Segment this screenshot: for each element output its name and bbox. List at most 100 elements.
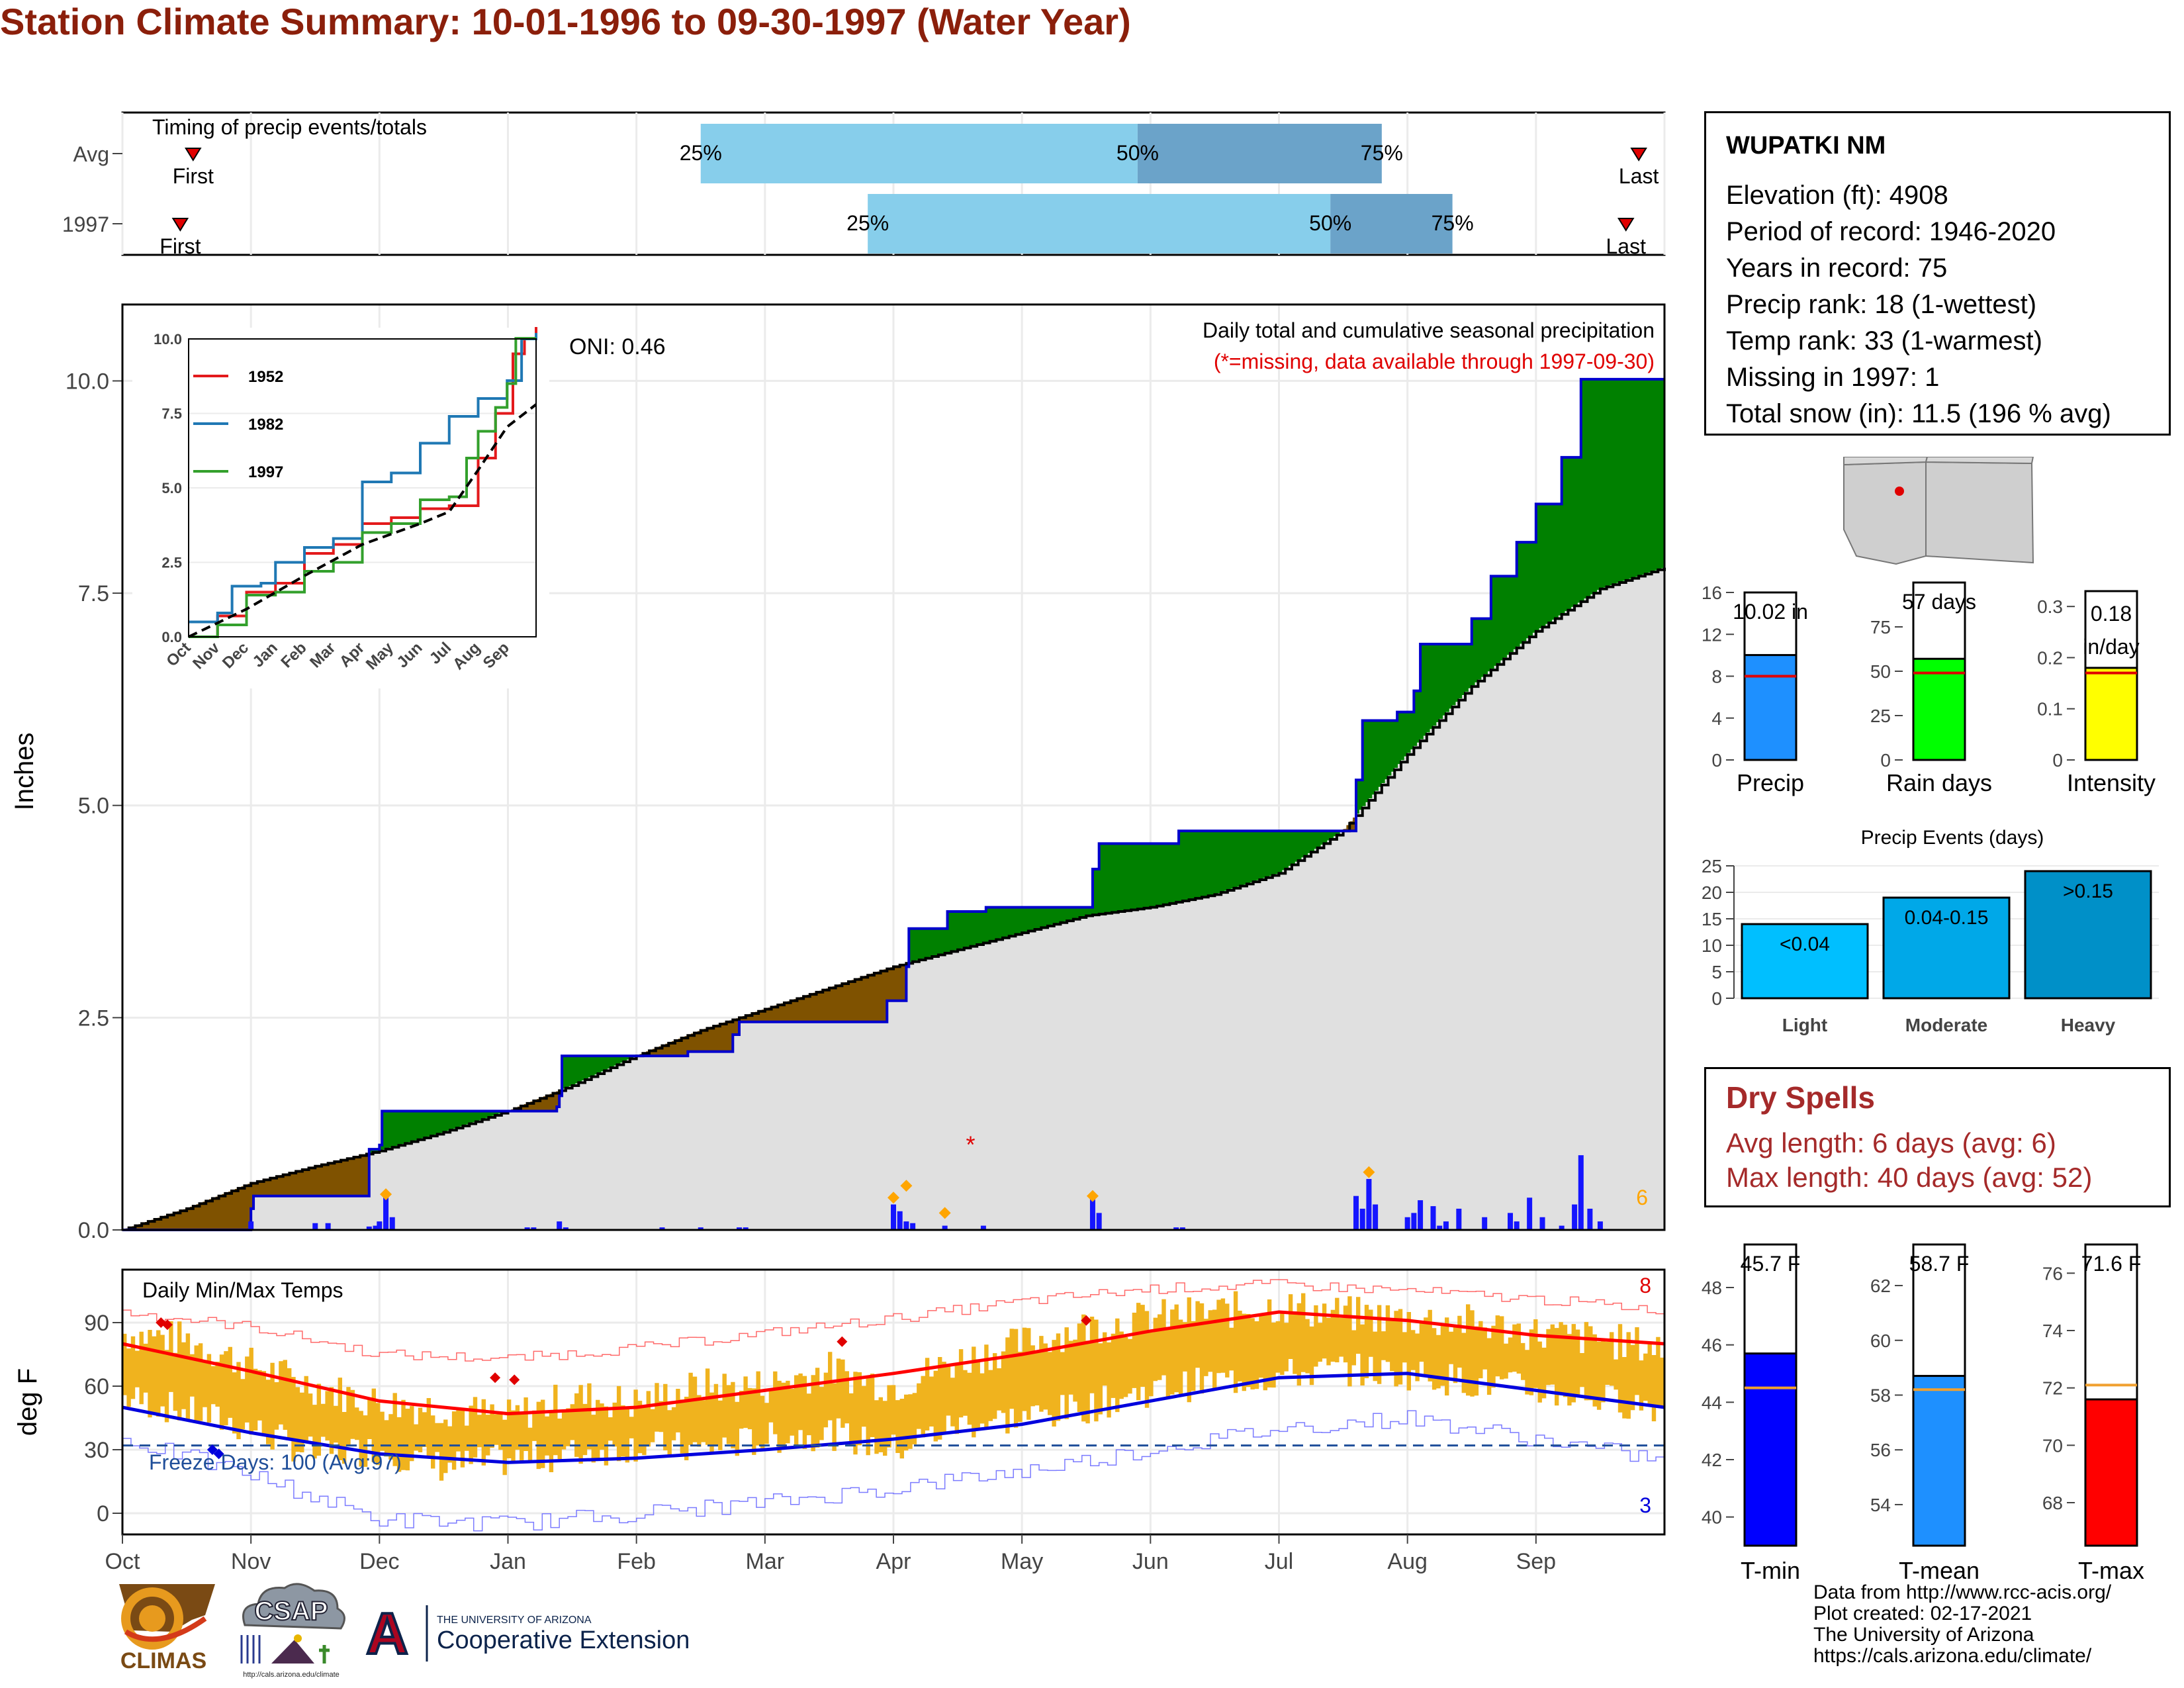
daily-precip-bar — [325, 1223, 331, 1230]
daily-precip-bar — [1508, 1213, 1513, 1230]
rain-days-ytick-label: 50 — [1870, 661, 1891, 682]
daily-precip-bar — [743, 1227, 749, 1230]
precip-corner-count: 6 — [1636, 1186, 1648, 1209]
temp-max-bar — [2084, 1398, 2138, 1547]
temp-min-xlabel: T-min — [1741, 1557, 1800, 1584]
temp-mean-value-label: 58.7 F — [1909, 1252, 1970, 1276]
temp-min-bar — [1743, 1352, 1797, 1547]
events-category-label: Light — [1782, 1015, 1827, 1035]
daily-precip-bar — [1456, 1208, 1462, 1230]
csap-url: http://cals.arizona.edu/climate — [243, 1671, 340, 1679]
station-marker — [1895, 487, 1904, 496]
temp-mean-ytick-label: 60 — [1870, 1331, 1891, 1351]
temp-ytick-label: 30 — [84, 1438, 109, 1463]
daily-precip-bar — [557, 1221, 563, 1230]
daily-precip-bar — [1373, 1204, 1379, 1230]
missing-marker: * — [966, 1131, 975, 1158]
timing-first-marker — [171, 218, 189, 232]
daily-precip-bar — [659, 1227, 665, 1230]
daily-precip-bar — [563, 1227, 569, 1230]
events-category-label: Moderate — [1905, 1015, 1987, 1035]
daily-precip-bar — [903, 1221, 909, 1230]
credits: Data from http://www.rcc-acis.org/ Plot … — [1813, 1582, 2111, 1667]
daily-precip-bar — [1527, 1197, 1533, 1230]
month-label: Jul — [1265, 1549, 1293, 1574]
daily-precip-bar — [377, 1221, 383, 1230]
temp-mean-ytick-label: 62 — [1870, 1276, 1891, 1296]
station-elevation: Elevation (ft): 4908 — [1726, 181, 1948, 210]
temperature-panel: 0 30 60 90 Daily Min/Max Temps Freeze Days: 1… — [13, 1268, 1666, 1574]
timing-bar-25-50 — [868, 194, 1331, 254]
inset-ytick-label: 10.0 — [154, 331, 182, 348]
temp-max-ytick-label: 70 — [2042, 1435, 2063, 1456]
station-info-box: WUPATKI NM Elevation (ft): 4908 Period o… — [1704, 111, 2171, 436]
freeze-days-label: Freeze Days: 100 (Avg:97) — [149, 1450, 402, 1474]
dry-spells-max: Max length: 40 days (avg: 52) — [1726, 1162, 2093, 1193]
intensity-bar — [2084, 667, 2138, 761]
temp-max-ytick-label: 76 — [2042, 1263, 2063, 1284]
timing-bar-25-50 — [700, 124, 1138, 183]
daily-precip-bar — [737, 1227, 742, 1230]
daily-precip-bar — [1404, 1217, 1410, 1230]
avg-min-line — [122, 1372, 1665, 1464]
temp-min-ytick-label: 44 — [1702, 1392, 1722, 1413]
month-label: Oct — [105, 1549, 140, 1574]
temp-mean-ytick-label: 58 — [1870, 1385, 1891, 1406]
record-high-marker — [490, 1372, 501, 1383]
observed-cumulative-line — [122, 377, 1664, 1231]
credit-data-source: Data from http://www.rcc-acis.org/ — [1813, 1581, 2112, 1603]
month-label: Sep — [1516, 1549, 1557, 1574]
daily-temp-bars — [122, 1291, 1664, 1481]
month-label: Jan — [490, 1549, 526, 1574]
record-high-marker — [161, 1319, 173, 1331]
timing-bar-50-75 — [1330, 194, 1453, 254]
precip-frame — [121, 303, 1666, 1231]
temp-mean-xlabel: T-mean — [1899, 1557, 1979, 1584]
timing-last-marker — [1630, 148, 1647, 162]
precip-total-ytick-label: 0 — [1711, 750, 1722, 771]
precip-ytick-label: 10.0 — [66, 369, 109, 394]
record-low-count: 3 — [1639, 1493, 1651, 1517]
temp-min-ytick-label: 42 — [1702, 1450, 1722, 1470]
snow-marker — [900, 1180, 913, 1192]
inset-ytick-label: 0.0 — [161, 629, 182, 645]
daily-precip-bar — [1173, 1227, 1179, 1230]
daily-precip-bar — [383, 1194, 389, 1230]
timing-last-marker — [1617, 218, 1635, 232]
csap-text: CSAP — [254, 1597, 328, 1626]
ua-letter: A — [366, 1602, 408, 1666]
events-bar — [1741, 923, 1869, 1000]
rain-days-xlabel: Rain days — [1886, 769, 1992, 796]
daily-precip-bar — [1597, 1221, 1603, 1230]
month-label: Nov — [231, 1549, 271, 1574]
record-max-line — [122, 1279, 1665, 1362]
temp-min-ytick-label: 40 — [1702, 1507, 1722, 1528]
events-ytick-label: 5 — [1711, 962, 1722, 982]
precip-header: Daily total and cumulative seasonal prec… — [1203, 318, 1655, 342]
daily-precip-bar — [1482, 1217, 1488, 1230]
timing-pct-50: 50% — [1116, 141, 1159, 165]
precip-total-value-label: 10.02 in — [1733, 600, 1808, 624]
temp-max-value-label: 71.6 F — [2081, 1252, 2142, 1276]
timing-bar-50-75 — [1137, 124, 1382, 183]
daily-precip-bar — [1359, 1208, 1365, 1230]
credit-plot-date: Plot created: 02-17-2021 — [1813, 1603, 2032, 1624]
precip-subheader: (*=missing, data available through 1997-… — [1214, 350, 1655, 373]
csap-logo: CSAP http://cals.arizona.edu/climate — [240, 1583, 345, 1679]
avg-max-line — [122, 1310, 1665, 1416]
timing-last-label: Last — [1606, 234, 1647, 258]
daily-precip-bar — [248, 1221, 254, 1230]
daily-precip-bar — [910, 1223, 916, 1230]
events-category-label: Heavy — [2061, 1015, 2116, 1035]
credit-university: The University of Arizona — [1813, 1624, 2034, 1646]
inset-legend-label: 1997 — [248, 463, 283, 481]
daily-precip-bar — [1089, 1196, 1095, 1230]
intensity-xlabel: Intensity — [2067, 769, 2156, 796]
snow-marker — [1086, 1190, 1099, 1202]
intensity-ytick-label: 0.2 — [2037, 647, 2063, 668]
month-label: Aug — [1387, 1549, 1428, 1574]
daily-precip-bar — [366, 1226, 372, 1230]
rain-days-ytick-label: 25 — [1870, 706, 1891, 726]
timing-pct-75: 75% — [1361, 141, 1403, 165]
